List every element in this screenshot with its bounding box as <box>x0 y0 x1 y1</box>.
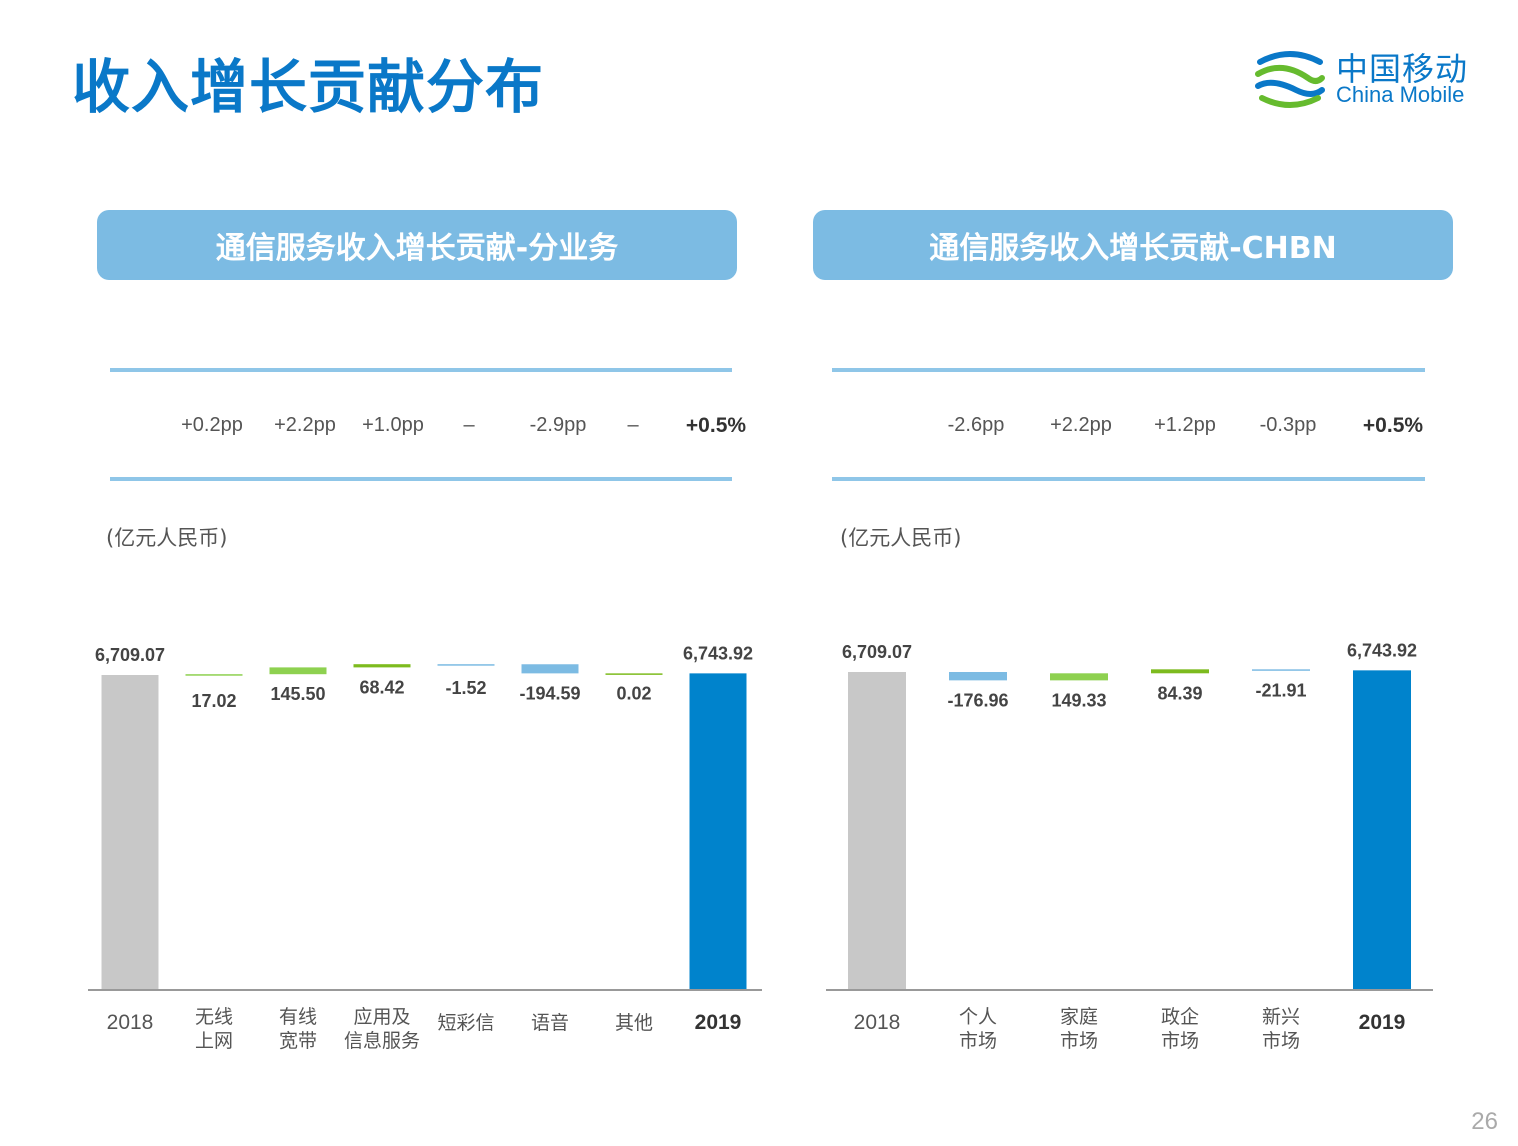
left-bar-6 <box>605 673 663 675</box>
left-category-label-3-1: 信息服务 <box>344 1030 420 1052</box>
left-category-label-1-0: 无线 <box>195 1006 233 1028</box>
left-value-label-4: -1.52 <box>445 678 486 698</box>
left-value-label-6: 0.02 <box>616 683 651 703</box>
left-pp-bottom-rule <box>110 477 732 481</box>
left-category-label-4-0: 短彩信 <box>437 1012 494 1034</box>
right-bar-5 <box>1353 670 1411 989</box>
right-pp-business: +1.2pp <box>1154 414 1216 436</box>
left-panel-header: 通信服务收入增长贡献-分业务 <box>97 210 737 280</box>
right-value-label-1: -176.96 <box>947 690 1008 710</box>
left-unit-label: (亿元人民币) <box>106 526 228 550</box>
left-pp-wireless: +0.2pp <box>181 414 243 436</box>
right-value-label-3: 84.39 <box>1157 683 1202 703</box>
right-bar-3 <box>1151 669 1209 674</box>
left-pp-sms: – <box>463 414 475 436</box>
left-bar-1 <box>185 674 243 676</box>
left-pp-other: – <box>627 414 639 436</box>
right-pp-total: +0.5% <box>1362 414 1424 437</box>
left-category-label-2-1: 宽带 <box>279 1030 317 1052</box>
right-value-label-2: 149.33 <box>1051 690 1106 710</box>
right-pp-home: +2.2pp <box>1050 414 1112 436</box>
chart-chbn: 6,709.072018-176.96个人市场149.33家庭市场84.39政企… <box>826 640 1433 1052</box>
right-bar-1 <box>949 672 1007 681</box>
left-value-label-0: 6,709.07 <box>95 645 165 665</box>
right-pp-bottom-rule <box>832 477 1425 481</box>
right-pp-new: -0.3pp <box>1259 414 1317 436</box>
left-bar-7 <box>689 673 747 989</box>
right-category-label-1-1: 市场 <box>959 1030 997 1052</box>
right-bar-4 <box>1252 669 1310 671</box>
page-title: 收入增长贡献分布 <box>72 53 545 121</box>
right-category-label-3-0: 政企 <box>1161 1006 1199 1028</box>
right-bar-0 <box>848 672 906 989</box>
left-category-label-2-0: 有线 <box>279 1006 317 1028</box>
left-category-label-3-0: 应用及 <box>353 1006 410 1028</box>
left-category-label-6-0: 其他 <box>615 1012 653 1034</box>
left-value-label-5: -194.59 <box>519 683 580 703</box>
left-pp-total: +0.5% <box>685 414 747 437</box>
logo-english-text: China Mobile <box>1336 82 1465 107</box>
right-category-label-3-1: 市场 <box>1161 1030 1199 1052</box>
china-mobile-logo-icon <box>1255 51 1325 108</box>
right-category-label-0-0: 2018 <box>854 1011 901 1034</box>
logo-chinese-text: 中国移动 <box>1336 50 1469 88</box>
right-value-label-4: -21.91 <box>1255 680 1306 700</box>
right-value-label-5: 6,743.92 <box>1347 640 1417 660</box>
left-value-label-2: 145.50 <box>270 684 325 704</box>
right-panel-header: 通信服务收入增长贡献-CHBN <box>813 210 1453 280</box>
right-category-label-4-0: 新兴 <box>1262 1006 1300 1028</box>
left-category-label-7-0: 2019 <box>695 1011 742 1034</box>
left-bar-4 <box>437 664 495 666</box>
right-category-label-4-1: 市场 <box>1262 1030 1300 1052</box>
right-category-label-1-0: 个人 <box>959 1006 997 1028</box>
left-category-label-5-0: 语音 <box>531 1012 569 1034</box>
left-bar-0 <box>101 675 159 989</box>
page-number: 26 <box>1471 1108 1498 1135</box>
left-pp-broadband: +2.2pp <box>274 414 336 436</box>
left-pp-apps: +1.0pp <box>362 414 424 436</box>
left-bar-5 <box>521 664 579 674</box>
left-bar-2 <box>269 667 327 675</box>
left-category-label-0-0: 2018 <box>107 1011 154 1034</box>
right-category-label-2-0: 家庭 <box>1060 1006 1098 1028</box>
right-pp-top-rule <box>832 368 1425 372</box>
left-pp-top-rule <box>110 368 732 372</box>
left-value-label-3: 68.42 <box>359 677 404 697</box>
left-pp-voice: -2.9pp <box>529 414 587 436</box>
left-category-label-1-1: 上网 <box>195 1030 233 1052</box>
right-bar-2 <box>1050 673 1108 681</box>
right-pp-personal: -2.6pp <box>947 414 1005 436</box>
left-value-label-1: 17.02 <box>191 691 236 711</box>
china-mobile-logo: 中国移动 China Mobile <box>1252 40 1482 116</box>
right-value-label-0: 6,709.07 <box>842 642 912 662</box>
right-unit-label: (亿元人民币) <box>840 526 962 550</box>
left-bar-3 <box>353 664 411 668</box>
left-value-label-7: 6,743.92 <box>683 643 753 663</box>
right-category-label-5-0: 2019 <box>1359 1011 1406 1034</box>
right-category-label-2-1: 市场 <box>1060 1030 1098 1052</box>
